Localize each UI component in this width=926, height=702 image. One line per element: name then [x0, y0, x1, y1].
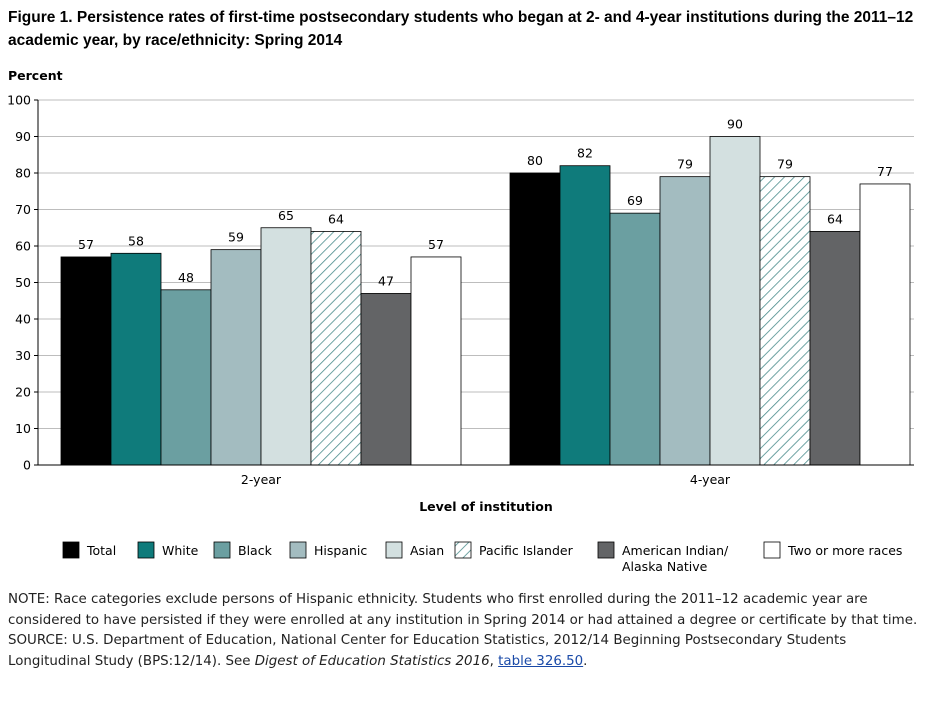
table-link[interactable]: table 326.50	[498, 653, 584, 669]
y-tick-label: 10	[15, 421, 31, 436]
bar-value-label: 48	[178, 270, 194, 285]
y-tick-label: 90	[15, 129, 31, 144]
y-tick-label: 20	[15, 385, 31, 400]
legend-label: White	[162, 543, 199, 558]
bar	[559, 165, 611, 466]
bar	[360, 293, 412, 466]
bar-value-label: 79	[777, 157, 793, 172]
x-tick-label: 2-year	[241, 472, 282, 487]
bar	[859, 183, 911, 466]
legend-swatch	[62, 541, 80, 559]
legend-label: Black	[238, 543, 273, 558]
legend: Total White Black Hispanic Asian Pacific Isla…	[62, 541, 902, 574]
legend-label: Asian	[410, 543, 444, 558]
bars: 57 58 48 59 65 64 47 57 80 82 69 79 90 79 64 77	[60, 117, 911, 466]
figure-title: Figure 1. Persistence rates of first-tim…	[8, 9, 914, 49]
bar	[160, 289, 212, 466]
legend-swatch	[213, 541, 231, 559]
axes: Percent 0 10 20 30 40 50 60 70 80 90 100 2-year 4-yea…	[7, 68, 914, 514]
legend-swatch	[289, 541, 307, 559]
legend-swatch	[137, 541, 155, 559]
legend-label: Pacific Islander	[479, 543, 574, 558]
bar-value-label: 69	[627, 193, 643, 208]
bar-value-label: 57	[428, 237, 444, 252]
bar	[60, 256, 112, 466]
bar-value-label: 82	[577, 146, 593, 161]
bar-value-label: 80	[527, 153, 543, 168]
y-tick-label: 50	[15, 275, 31, 290]
bar	[759, 176, 811, 466]
source-sep: ,	[489, 653, 499, 669]
bar-value-label: 47	[378, 273, 394, 288]
y-tick-label: 70	[15, 202, 31, 217]
source-prefix: SOURCE: U.S. Department of Education, Na…	[8, 633, 847, 669]
source-text: SOURCE: U.S. Department of Education, Na…	[8, 631, 920, 672]
bar	[509, 172, 561, 466]
bar	[310, 230, 362, 466]
legend-swatch	[763, 541, 781, 559]
bar-value-label: 79	[677, 157, 693, 172]
y-tick-label: 60	[15, 239, 31, 254]
bar	[110, 252, 162, 466]
bar-value-label: 90	[727, 117, 743, 132]
legend-swatch	[385, 541, 403, 559]
y-tick-label: 40	[15, 312, 31, 327]
bar-value-label: 58	[128, 233, 144, 248]
source-digest: Digest of Education Statistics 2016	[254, 653, 490, 669]
bar-value-label: 64	[827, 211, 843, 226]
notes: NOTE: Race categories exclude persons of…	[8, 590, 920, 672]
y-tick-label: 0	[23, 458, 31, 473]
x-tick-label: 4-year	[690, 472, 731, 487]
bar-value-label: 59	[228, 230, 244, 245]
bar	[410, 256, 462, 466]
bar	[609, 212, 661, 466]
bar-value-label: 65	[278, 208, 294, 223]
note-text: NOTE: Race categories exclude persons of…	[8, 592, 918, 628]
bar-value-label: 77	[877, 164, 893, 179]
bar	[809, 230, 861, 466]
bar-chart: 57 58 48 59 65 64 47 57 80 82 69 79 90 79 64 77 Percent…	[7, 68, 914, 574]
y-tick-label: 30	[15, 348, 31, 363]
x-axis-label: Level of institution	[419, 499, 553, 514]
legend-label: American Indian/Alaska Native	[622, 543, 729, 574]
legend-swatch	[454, 541, 472, 559]
legend-label: Total	[86, 543, 116, 558]
y-axis-label: Percent	[8, 68, 63, 83]
legend-label: Two or more races	[787, 543, 902, 558]
bar	[260, 227, 312, 466]
source-end: .	[583, 653, 588, 669]
bar	[210, 249, 262, 466]
y-tick-label: 100	[7, 93, 31, 108]
legend-label: Hispanic	[314, 543, 367, 558]
bar	[709, 136, 761, 466]
bar-value-label: 64	[328, 211, 344, 226]
legend-swatch	[597, 541, 615, 559]
bar-value-label: 57	[78, 237, 94, 252]
bar	[659, 176, 711, 466]
y-tick-label: 80	[15, 166, 31, 181]
